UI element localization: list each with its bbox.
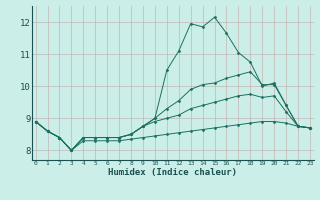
X-axis label: Humidex (Indice chaleur): Humidex (Indice chaleur) bbox=[108, 168, 237, 177]
